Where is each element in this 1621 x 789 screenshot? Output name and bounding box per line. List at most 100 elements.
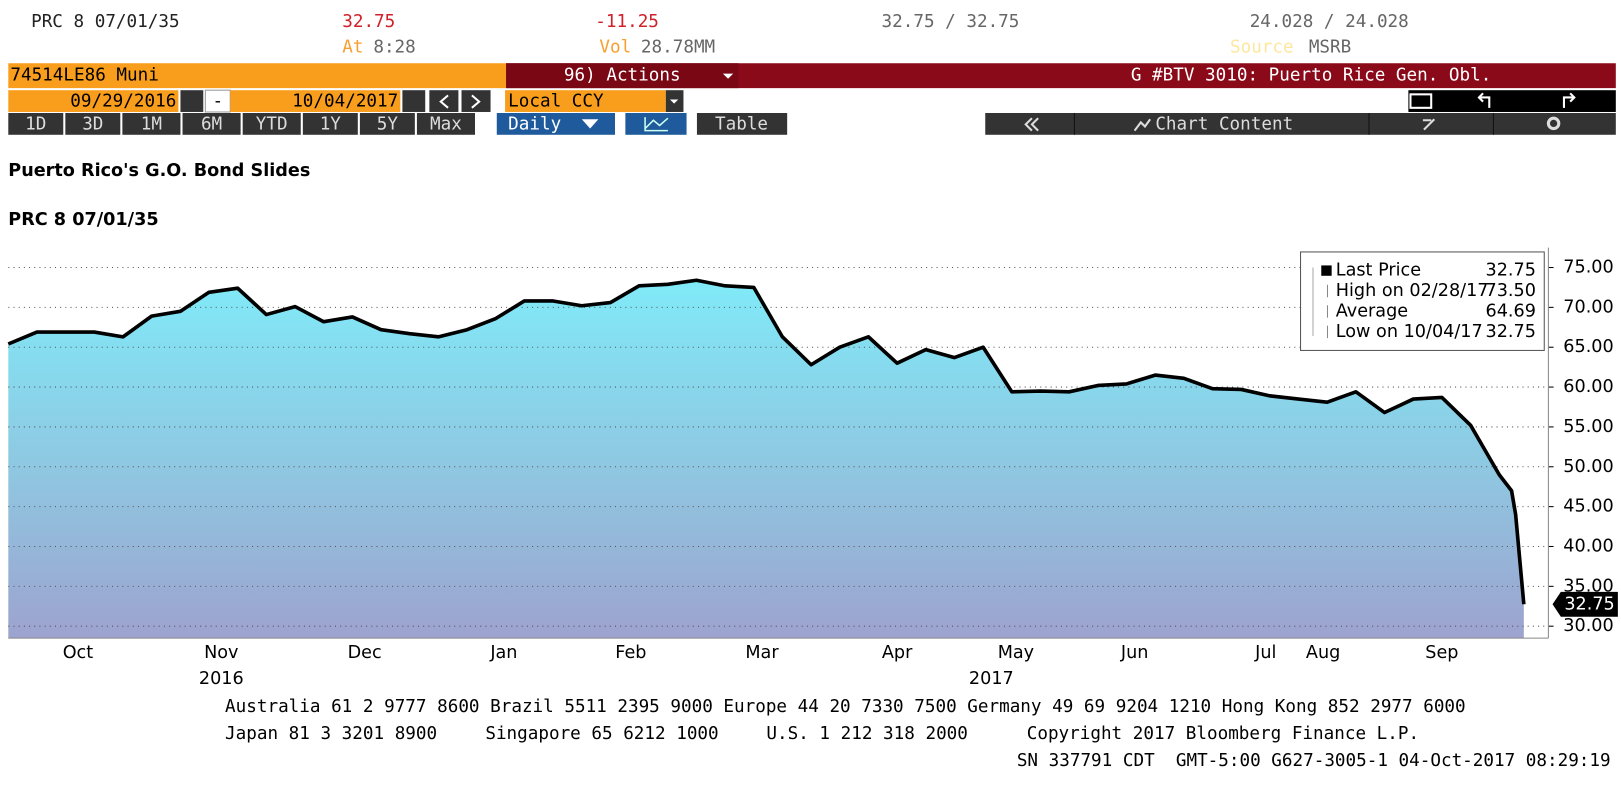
- range-button[interactable]: [8, 113, 64, 135]
- range-label[interactable]: 1D: [25, 114, 46, 134]
- end-date[interactable]: 10/04/2017: [292, 92, 398, 112]
- y-tick-label: 30.00: [1563, 616, 1613, 636]
- range-label[interactable]: 6M: [201, 114, 222, 134]
- presentation-icon[interactable]: [1409, 93, 1433, 109]
- legend-value: 32.75: [1486, 322, 1536, 342]
- frequency[interactable]: Daily: [508, 114, 561, 134]
- x-tick-label: Mar: [745, 643, 779, 663]
- range-button[interactable]: [122, 113, 181, 135]
- legend-value: 64.69: [1486, 301, 1536, 321]
- ticker[interactable]: 74514LE86 Muni: [10, 66, 158, 86]
- price: 32.75: [342, 12, 395, 32]
- range-label[interactable]: YTD: [256, 114, 288, 134]
- x-tick-label: Jun: [1120, 643, 1149, 663]
- legend-label: Average: [1336, 301, 1408, 321]
- calendar-icon[interactable]: [180, 90, 204, 112]
- y-tick-label: 70.00: [1563, 297, 1613, 317]
- right-icons: [1408, 90, 1616, 112]
- legend: [1300, 251, 1545, 351]
- settings-icon[interactable]: [1546, 116, 1561, 131]
- y-tick-label: 35.00: [1563, 576, 1613, 596]
- y-tick-label: 45.00: [1563, 497, 1613, 517]
- chart-subtitle: PRC 8 07/01/35: [8, 210, 158, 230]
- collapse-icon[interactable]: [1024, 117, 1039, 132]
- chart-icon: [644, 117, 669, 132]
- dash: -: [212, 92, 223, 112]
- footer-contact: U.S. 1 212 318 2000: [766, 724, 967, 744]
- redo-icon[interactable]: [1562, 92, 1576, 108]
- legend-swatch: [1321, 265, 1332, 276]
- last-price-label: 32.75: [1564, 594, 1614, 614]
- footer-contacts: Australia 61 2 9777 8600 Brazil 5511 239…: [225, 697, 1466, 717]
- dropdown-arrow: [581, 119, 599, 129]
- currency-box[interactable]: [505, 90, 666, 112]
- y-tick-label: 75.00: [1563, 258, 1613, 278]
- edit-icon[interactable]: [1422, 118, 1436, 131]
- chart-title: Puerto Rico's G.O. Bond Slides: [8, 161, 310, 181]
- x-tick-label: Jan: [489, 643, 517, 663]
- chart-type-button[interactable]: [625, 113, 687, 135]
- range-button[interactable]: [359, 113, 415, 135]
- y-tick-label: 60.00: [1563, 377, 1613, 397]
- range-button[interactable]: [65, 113, 121, 135]
- chart-content-icon: [1133, 118, 1151, 132]
- last-price-tag: [1552, 591, 1618, 617]
- table[interactable]: Table: [715, 114, 768, 134]
- range-button[interactable]: [242, 113, 301, 135]
- actions[interactable]: 96) Actions: [564, 66, 681, 86]
- y-tick-label: 50.00: [1563, 457, 1613, 477]
- x-tick-label: Aug: [1306, 643, 1340, 663]
- function-name: G #BTV 3010: Puerto Rice Gen. Obl.: [1131, 66, 1492, 86]
- source-label: Source: [1230, 38, 1294, 58]
- table-button[interactable]: [696, 113, 788, 135]
- dropdown-arrow: [722, 73, 734, 79]
- footer-contact: Japan 81 3 3201 8900: [225, 724, 437, 744]
- next-icon: [471, 94, 481, 109]
- end-date-box[interactable]: [230, 90, 401, 112]
- actions-button[interactable]: [506, 63, 739, 89]
- calendar-icon[interactable]: [402, 90, 426, 112]
- ticker-box[interactable]: [8, 63, 507, 89]
- currency[interactable]: Local CCY: [508, 92, 604, 112]
- legend-value: 73.50: [1486, 281, 1536, 301]
- right-toolbar: [985, 113, 1616, 135]
- range-label[interactable]: 3D: [82, 114, 103, 134]
- range-button[interactable]: [302, 113, 358, 135]
- dropdown-arrow: [669, 99, 679, 104]
- range-button[interactable]: [182, 113, 241, 135]
- source-value: MSRB: [1309, 38, 1351, 58]
- legend-label: High on 02/28/17: [1336, 281, 1489, 301]
- copyright: Copyright 2017 Bloomberg Finance L.P.: [1027, 724, 1419, 744]
- at-value: 8:28: [373, 38, 415, 58]
- year-label: 2017: [969, 669, 1014, 689]
- y-tick-label: 65.00: [1563, 337, 1613, 357]
- undo-icon[interactable]: [1477, 92, 1491, 108]
- at-label: At: [342, 38, 363, 58]
- x-tick-label: Dec: [348, 643, 382, 663]
- next-button[interactable]: [461, 90, 491, 112]
- footer-contact: Singapore 65 6212 1000: [485, 724, 718, 744]
- frequency-button[interactable]: [496, 113, 616, 135]
- range-label[interactable]: 5Y: [377, 114, 399, 134]
- security: PRC 8 07/01/35: [31, 12, 179, 32]
- prev-button[interactable]: [429, 90, 459, 112]
- range-label[interactable]: 1Y: [320, 114, 342, 134]
- range-label[interactable]: Max: [430, 114, 462, 134]
- legend-value: 32.75: [1486, 261, 1536, 281]
- y-tick-label: 55.00: [1563, 417, 1613, 437]
- change: -11.25: [595, 12, 659, 32]
- range-label[interactable]: 1M: [141, 114, 162, 134]
- start-date-box[interactable]: [8, 90, 179, 112]
- area: [8, 280, 1524, 639]
- x-tick-label: Apr: [882, 643, 913, 663]
- start-date[interactable]: 09/29/2016: [70, 92, 176, 112]
- x-tick-label: Jul: [1254, 643, 1276, 663]
- x-tick-label: Nov: [204, 643, 238, 663]
- legend-label: Last Price: [1336, 261, 1421, 281]
- range-button[interactable]: [416, 113, 475, 135]
- bid-ask: 32.75 / 32.75: [882, 12, 1020, 32]
- chart-content[interactable]: Chart Content: [1155, 114, 1293, 134]
- plot: 30.00 35.00 40.00 45.00 50.00 55.00 60.00 65.00…: [7, 247, 1618, 689]
- x-tick-label: May: [998, 643, 1034, 663]
